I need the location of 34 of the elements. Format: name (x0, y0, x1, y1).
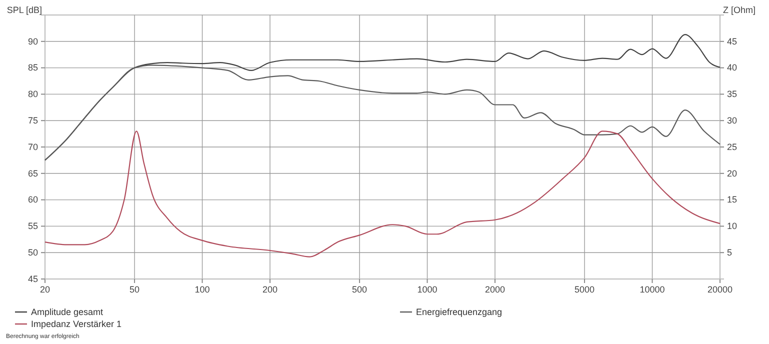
y-tick-label: 90 (28, 36, 38, 46)
y2-tick-label: 30 (727, 115, 738, 126)
x-tick-label: 20000 (707, 284, 733, 294)
y-axis-title: SPL [dB] (6, 5, 42, 15)
x-tick-label: 100 (194, 284, 210, 294)
y2-tick-label: 20 (727, 168, 738, 178)
x-tick-label: 2000 (484, 284, 506, 294)
y2-tick-label: 35 (727, 89, 738, 100)
y2-tick-label: 40 (727, 62, 738, 73)
legend-label: Amplitude gesamt (31, 307, 104, 317)
x-tick-label: 5000 (574, 284, 595, 294)
y-tick-label: 65 (28, 168, 38, 178)
y2-tick-label: 10 (727, 221, 738, 232)
legend-label: Impedanz Verstärker 1 (31, 319, 122, 329)
y-tick-label: 75 (28, 115, 38, 126)
y-tick-label: 60 (28, 194, 38, 205)
y2-tick-label: 15 (727, 194, 738, 205)
y-tick-label: 85 (28, 62, 38, 73)
y2-tick-label: 5 (727, 247, 732, 258)
x-tick-label: 20 (40, 284, 50, 294)
legend-label: Energiefrequenzgang (416, 307, 502, 317)
y-tick-label: 55 (28, 221, 38, 232)
y2-tick-label: 25 (727, 142, 738, 152)
y-tick-label: 70 (28, 142, 38, 152)
y2-axis-title: Z [Ohm] (723, 5, 756, 15)
y-tick-label: 45 (28, 274, 38, 284)
y2-tick-label: 45 (727, 36, 738, 46)
y-tick-label: 50 (28, 247, 38, 258)
x-tick-label: 500 (352, 284, 368, 294)
y-tick-label: 80 (28, 89, 38, 100)
x-tick-label: 50 (130, 284, 140, 294)
x-tick-label: 200 (262, 284, 278, 294)
x-tick-label: 10000 (640, 284, 665, 294)
x-tick-label: 1000 (417, 284, 438, 294)
